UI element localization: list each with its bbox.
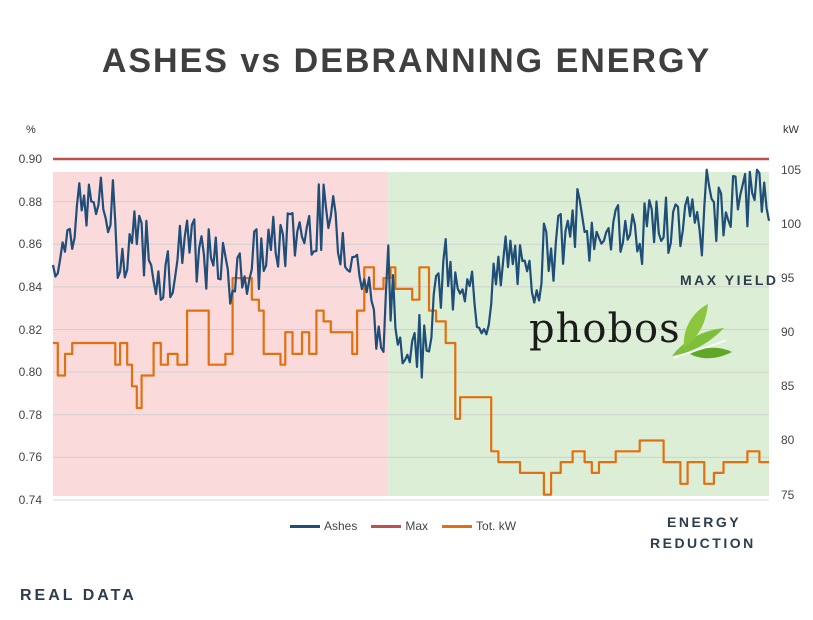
y-left-tick-label: 0.80 — [18, 365, 42, 380]
y-left-tick-label: 0.78 — [18, 407, 42, 422]
legend-label-tot-kw: Tot. kW — [476, 519, 517, 533]
y-right-tick-label: 90 — [781, 325, 795, 340]
series-tot-kw-line — [53, 266, 769, 496]
legend-item-ashes: Ashes — [290, 519, 357, 533]
max-yield-annotation: MAX YIELD — [680, 272, 779, 288]
legend-label-max: Max — [405, 519, 429, 533]
y-right-tick-label: 80 — [781, 433, 795, 448]
legend-swatch-tot-kw — [442, 524, 473, 528]
legend-item-tot-kw: Tot. kW — [442, 519, 516, 533]
region-before — [53, 172, 389, 496]
energy-annotation-line1: ENERGY — [667, 514, 742, 530]
chart-legend: Ashes Max Tot. kW — [290, 519, 530, 533]
energy-annotation-line2: REDUCTION — [650, 535, 756, 551]
y-left-tick-label: 0.82 — [18, 322, 42, 337]
y-right-tick-label: 75 — [781, 487, 795, 502]
y-right-tick-label: 85 — [781, 379, 795, 394]
y-right-tick-label: 105 — [781, 162, 802, 177]
legend-swatch-max — [371, 524, 402, 528]
legend-swatch-ashes — [290, 524, 320, 528]
chart-title: ASHES vs DEBRANNING ENERGY — [101, 42, 712, 80]
y-left-tick-label: 0.90 — [18, 152, 42, 166]
y-right-tick-label: 95 — [781, 271, 795, 286]
real-data-label: REAL DATA — [20, 587, 137, 604]
y-left-tick-label: 0.74 — [18, 493, 42, 507]
y-left-tick-label: 0.88 — [18, 194, 42, 209]
y-left-tick-label: 0.84 — [18, 279, 42, 294]
y-left-unit-label: % — [26, 124, 36, 136]
phobos-logo-text: phobos — [529, 306, 681, 352]
y-left-tick-label: 0.86 — [18, 237, 42, 252]
legend-label-ashes: Ashes — [324, 519, 358, 533]
y-right-unit-label: kW — [783, 124, 799, 136]
legend-item-max: Max — [371, 519, 428, 533]
y-right-tick-label: 100 — [781, 216, 802, 231]
series-ashes-line — [51, 168, 771, 379]
y-left-tick-label: 0.76 — [18, 450, 42, 465]
green-leaves-icon — [672, 304, 732, 359]
